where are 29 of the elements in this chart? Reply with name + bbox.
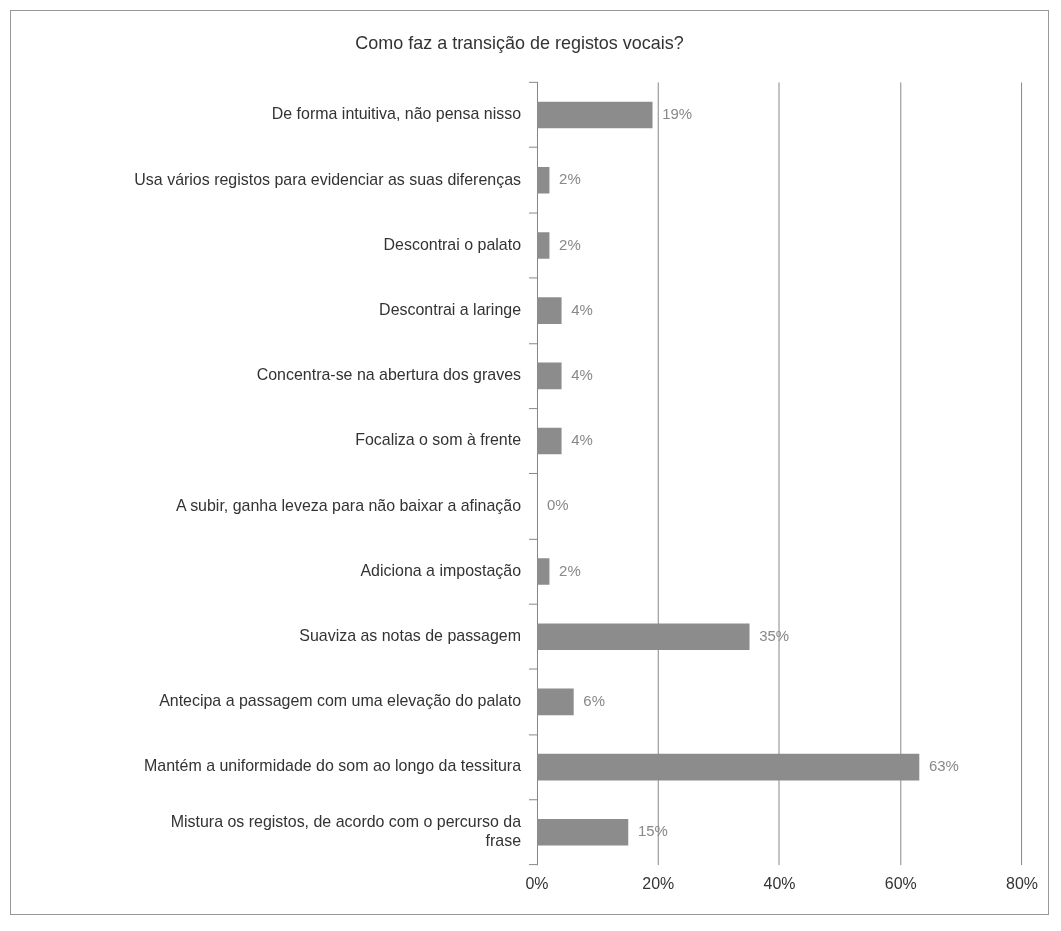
y-tick-label: Suaviza as notas de passagem [299,627,522,645]
y-tick-label: De forma intuitiva, não pensa nisso [271,105,522,123]
y-tick-label: Focaliza o som à frente [355,431,522,449]
x-tick-label: 60% [884,874,917,892]
data-label: 35% [759,626,790,644]
x-tick-label: 80% [1006,874,1039,892]
data-label: 63% [928,757,959,775]
y-tick-label: Antecipa a passagem com uma elevação do palato [159,692,522,710]
y-tick-label: Mantém a uniformidade do som ao longo da tessitura [144,757,522,775]
x-tick-label: 40% [763,874,796,892]
y-tick-label: Mistura os registos, de acordo com o percurso da frase [170,813,522,850]
data-label: 4% [571,431,593,449]
y-tick-label: Descontrai o palato [383,235,522,253]
y-tick-label: Usa vários registos para evidenciar as suas diferenças [134,170,522,188]
data-label: 4% [571,366,593,383]
data-label: 0% [546,496,569,514]
data-label: 2% [559,170,581,188]
data-label: 2% [559,561,581,579]
data-label: 2% [559,235,581,253]
data-label: 4% [571,300,593,318]
y-tick-label: Concentra-se na abertura dos graves [256,366,522,384]
y-tick-label: A subir, ganha leveza para não baixar a afinação [175,496,522,514]
chart-title: Como faz a transição de registos vocais? [355,32,684,53]
data-label: 6% [583,692,605,710]
data-label: 19% [662,105,693,123]
x-tick-label: 0% [525,874,549,892]
x-tick-label: 20% [642,874,675,892]
y-tick-label: Descontrai a laringe [379,301,522,319]
y-tick-label: Adiciona a impostação [360,561,522,579]
